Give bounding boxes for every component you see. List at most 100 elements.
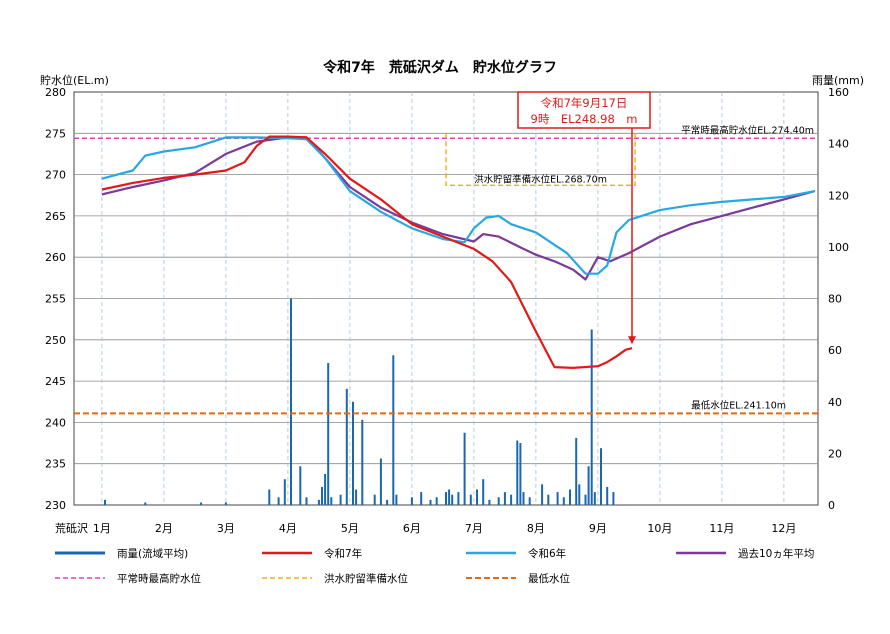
rainfall-bar	[386, 499, 389, 505]
x-tick-month: 2月	[155, 522, 173, 535]
rainfall-bar	[587, 466, 590, 505]
rainfall-bar	[392, 355, 395, 505]
rainfall-bar	[410, 497, 413, 505]
y-axis-left-label: 貯水位(EL.m)	[40, 73, 109, 87]
legend-min-level-label: 最低水位	[528, 572, 570, 585]
rainfall-bar	[200, 502, 203, 505]
y-tick-left: 270	[45, 169, 66, 182]
chart-title: 令和7年 荒砥沢ダム 貯水位グラフ	[322, 59, 557, 76]
x-tick-month: 4月	[279, 522, 297, 535]
legend-r6-label: 令和6年	[528, 547, 566, 560]
rainfall-bar	[429, 499, 432, 505]
series-lines	[101, 135, 816, 369]
reference-lines: 平常時最高貯水位EL.274.40m 洪水貯留準備水位EL.268.70m 最低水位…	[74, 124, 818, 415]
rainfall-bar	[290, 298, 292, 505]
x-axis-prefix-label: 荒砥沢	[55, 521, 88, 535]
x-tick-month: 6月	[403, 522, 421, 535]
y-tick-left: 275	[45, 127, 66, 140]
y-tick-right: 120	[828, 189, 849, 202]
rainfall-bar	[541, 484, 544, 505]
y-tick-right: 20	[828, 447, 842, 460]
x-tick-month: 9月	[589, 522, 607, 535]
legend-normal-max-label: 平常時最高貯水位	[117, 572, 201, 585]
rainfall-bar	[104, 499, 106, 505]
series-line	[101, 136, 816, 275]
rainfall-bar	[305, 497, 308, 505]
x-tick-month: 10月	[647, 522, 672, 535]
y-tick-left: 235	[45, 458, 66, 471]
y-tick-right: 140	[828, 138, 849, 151]
legend-r7-label: 令和7年	[324, 547, 362, 560]
rainfall-bar	[528, 497, 531, 505]
rainfall-bar	[373, 494, 376, 505]
rainfall-bar	[590, 329, 593, 505]
rainfall-bar	[593, 492, 596, 505]
axis-labels: 230 235 240 245 250 255 260 265 270 275 280 0 20 40 60…	[45, 86, 849, 535]
y-tick-right: 40	[828, 396, 842, 409]
rainfall-bar	[488, 499, 491, 505]
rainfall-bar	[482, 479, 485, 505]
rainfall-bar	[277, 497, 280, 505]
x-tick-month: 12月	[771, 522, 796, 535]
flood-storage-level-line	[445, 133, 636, 187]
annotation-arrow-head	[628, 336, 636, 345]
rainfall-bar	[379, 458, 382, 505]
rainfall-bar	[224, 502, 227, 505]
rainfall-bar	[547, 494, 550, 505]
x-tick-month: 5月	[341, 522, 359, 535]
x-tick-month: 3月	[217, 522, 235, 535]
rainfall-bar	[451, 494, 454, 505]
rainfall-bar	[321, 486, 323, 505]
rainfall-bar	[339, 494, 342, 505]
legend-avg-label: 過去10ヵ年平均	[738, 547, 814, 560]
rainfall-bar	[463, 432, 466, 505]
x-tick-month: 11月	[709, 522, 734, 535]
y-tick-left: 265	[45, 210, 66, 223]
rainfall-bar	[510, 494, 513, 505]
y-tick-right: 60	[828, 344, 842, 357]
rainfall-bar	[448, 489, 451, 505]
rainfall-bar	[516, 440, 519, 505]
min-level-label: 最低水位EL.241.10m	[691, 399, 786, 411]
rainfall-bar	[324, 474, 327, 505]
y-tick-left: 250	[45, 334, 66, 347]
series-line	[101, 135, 633, 369]
x-tick-month: 8月	[527, 522, 545, 535]
legend-rainfall-label: 雨量(流域平均)	[117, 547, 188, 560]
rainfall-bar	[503, 492, 506, 505]
y-tick-left: 255	[45, 293, 66, 306]
rainfall-bar	[395, 494, 398, 505]
rainfall-bar	[330, 497, 333, 505]
rainfall-bar	[457, 492, 460, 505]
y-axis-right-label: 雨量(mm)	[812, 74, 864, 87]
rainfall-bar	[578, 484, 581, 505]
rainfall-bar	[144, 502, 147, 505]
rainfall-bar	[600, 448, 602, 505]
rainfall-bar	[445, 492, 447, 505]
rainfall-bar	[476, 489, 478, 505]
x-tick-month: 1月	[93, 522, 111, 535]
rainfall-bar	[569, 489, 571, 505]
rainfall-bar	[606, 486, 609, 505]
rainfall-bars	[104, 298, 615, 505]
annotation-box	[517, 91, 651, 129]
y-tick-left: 240	[45, 416, 66, 429]
x-tick-month: 7月	[465, 522, 483, 535]
rainfall-bar	[522, 492, 525, 505]
rainfall-bar	[519, 443, 522, 505]
rainfall-bar	[268, 489, 271, 505]
rainfall-bar	[575, 437, 578, 505]
rainfall-bar	[345, 388, 348, 505]
rainfall-bar	[420, 492, 423, 505]
y-tick-right: 0	[828, 499, 835, 512]
rainfall-bar	[355, 489, 358, 505]
y-tick-left: 245	[45, 375, 66, 388]
y-tick-right: 80	[828, 293, 842, 306]
series-line	[101, 136, 816, 281]
annotation-line1: 令和7年9月17日	[541, 96, 628, 110]
rainfall-bar	[327, 363, 330, 505]
rainfall-bar	[562, 497, 565, 505]
rainfall-bar	[469, 494, 472, 505]
